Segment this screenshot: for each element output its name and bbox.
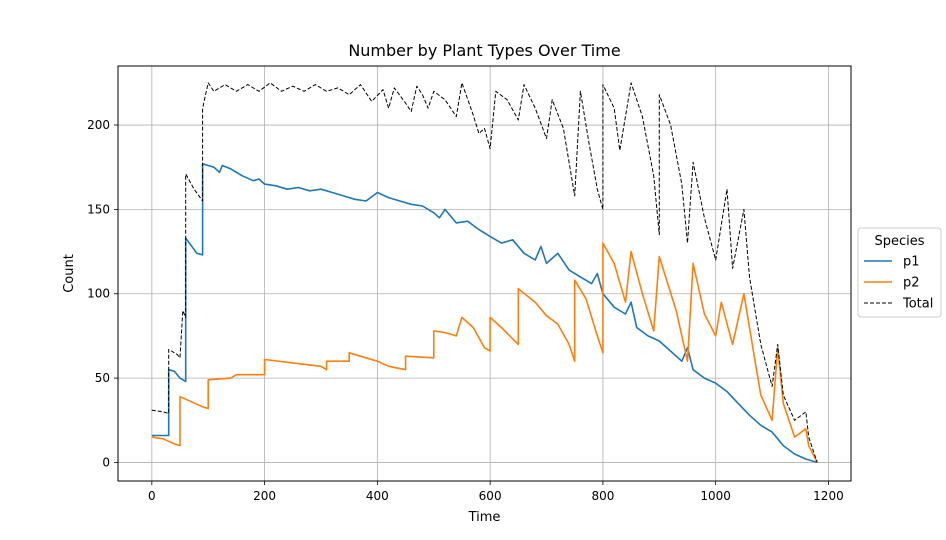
x-tick-label: 1000 [700, 489, 731, 503]
legend-title: Species [874, 234, 924, 249]
legend-label-p1: p1 [903, 255, 920, 270]
x-tick-label: 1200 [813, 489, 844, 503]
legend: Species p1 p2 Total [857, 227, 942, 318]
series-line-p2 [151, 242, 818, 463]
y-axis-label: Count [62, 254, 77, 293]
legend-label-total: Total [902, 297, 933, 312]
x-axis-label: Time [468, 510, 501, 525]
axis-ticks: 0 200 400 600 800 1000 1200 0 50 100 150 200 [87, 118, 844, 503]
legend-box [857, 227, 942, 318]
legend-label-p2: p2 [903, 276, 920, 291]
y-tick-label: 200 [87, 118, 110, 132]
y-tick-label: 150 [87, 202, 110, 216]
x-tick-label: 0 [148, 489, 156, 503]
x-tick-label: 400 [366, 489, 389, 503]
series-lines [151, 82, 818, 464]
y-tick-label: 0 [102, 455, 110, 469]
x-tick-label: 600 [479, 489, 502, 503]
x-tick-label: 200 [253, 489, 276, 503]
series-line-p1 [151, 163, 818, 464]
y-tick-label: 50 [95, 371, 110, 385]
x-tick-label: 800 [591, 489, 614, 503]
y-tick-label: 100 [87, 287, 110, 301]
series-line-total [151, 82, 818, 463]
plot-frame [117, 65, 852, 482]
chart-title: Number by Plant Types Over Time [348, 41, 620, 60]
